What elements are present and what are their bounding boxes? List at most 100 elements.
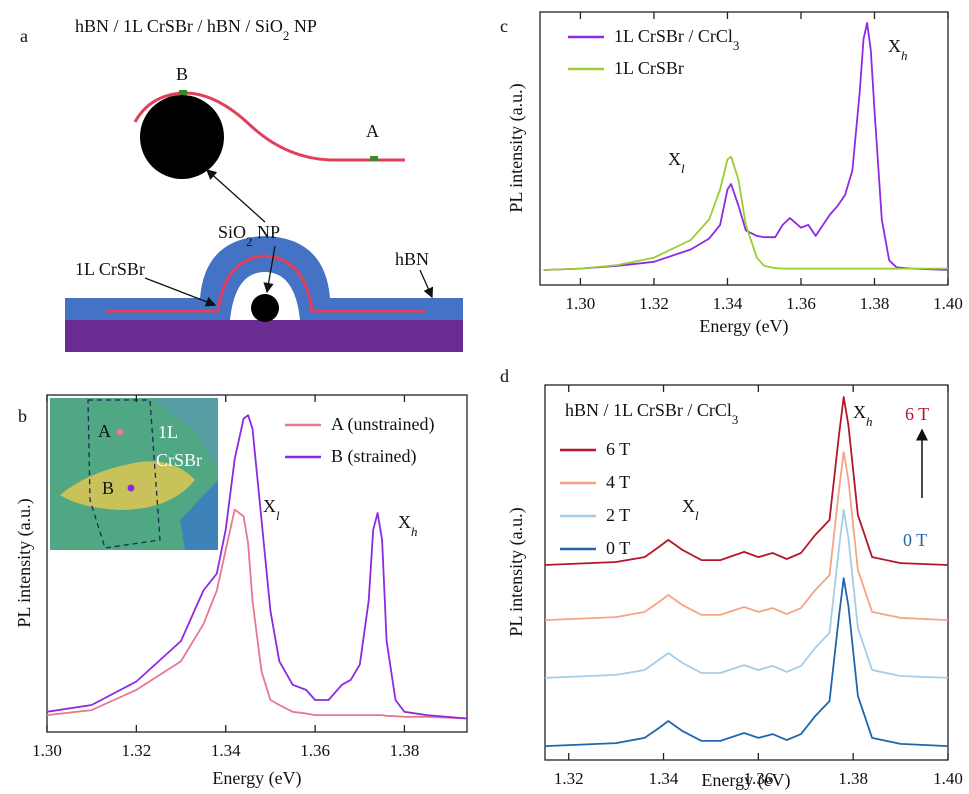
flake — [150, 398, 218, 470]
point-label: A — [366, 121, 379, 141]
plot-frame — [46, 394, 468, 733]
legend-label: A (unstrained) — [331, 414, 434, 435]
panel-label: d — [500, 366, 509, 386]
peak-label: Xh — [853, 402, 872, 429]
nanoparticle-section — [251, 294, 279, 322]
spot-a — [370, 156, 378, 161]
peak-label: Xl — [668, 149, 685, 176]
legend-label-part: 3 — [733, 38, 739, 53]
peak-label-part: l — [695, 508, 699, 523]
spectrum — [46, 508, 468, 720]
x-axis-label: Energy (eV) — [699, 316, 788, 337]
peak-label-part: h — [866, 414, 872, 429]
peak-label-part: X — [853, 402, 866, 422]
legend-label: 4 T — [606, 472, 630, 492]
schematic — [65, 90, 463, 352]
diagram-title-part: NP — [289, 16, 317, 36]
peak-label-part: X — [682, 496, 695, 516]
crsbr-layer — [105, 254, 425, 313]
chart-title: hBN / 1L CrSBr / CrCl3 — [565, 400, 738, 427]
np-label: SiO2 NP — [218, 222, 280, 249]
x-axis-label: Energy (eV) — [212, 768, 301, 789]
spectrum — [544, 508, 949, 679]
arrow — [206, 169, 266, 223]
field-bottom: 0 T — [903, 530, 927, 550]
diagram-title-part: 2 — [283, 28, 289, 43]
spectrum — [543, 21, 949, 271]
hbn-label: hBN — [395, 249, 429, 269]
peak-label-part: h — [411, 524, 417, 539]
panel-label: c — [500, 16, 508, 36]
spectrum — [544, 577, 949, 747]
x-tick-label: 1.30 — [32, 741, 62, 760]
spot-b — [127, 484, 135, 492]
y-axis-label: PL intensity (a.u.) — [506, 507, 527, 636]
x-tick-label: 1.38 — [860, 294, 890, 313]
nanoparticle — [140, 95, 224, 179]
peak-label-part: X — [263, 496, 276, 516]
outline — [87, 399, 161, 549]
legend-label-part: 1L CrSBr / CrCl — [614, 26, 733, 46]
legend-label: B (strained) — [331, 446, 416, 467]
point-label: B — [176, 64, 188, 84]
peak-label-part: h — [901, 48, 907, 63]
x-tick-label: 1.34 — [211, 741, 241, 760]
layer-label: 1L CrSBr — [75, 259, 145, 279]
x-tick-label: 1.36 — [786, 294, 816, 313]
x-tick-label: 1.30 — [566, 294, 596, 313]
peak-label-part: X — [398, 512, 411, 532]
x-axis-label: Energy (eV) — [701, 770, 790, 791]
flake — [180, 480, 218, 550]
plot-frame — [544, 384, 949, 761]
panel-label: b — [18, 406, 27, 426]
spot-b — [179, 90, 187, 95]
arrow — [419, 269, 434, 299]
legend-label: 2 T — [606, 505, 630, 525]
y-axis-label: PL intensity (a.u.) — [506, 83, 527, 212]
peak-label: Xh — [888, 36, 907, 63]
y-axis-label: PL intensity (a.u.) — [14, 498, 35, 627]
inset-label: B — [102, 478, 114, 498]
peak-label-part: l — [681, 161, 685, 176]
inset-label: A — [98, 421, 111, 441]
substrate — [65, 320, 463, 352]
peak-label: Xl — [263, 496, 280, 523]
panel-label: a — [20, 26, 28, 46]
x-tick-label: 1.32 — [639, 294, 669, 313]
arrow — [144, 277, 217, 307]
x-tick-label: 1.32 — [554, 769, 584, 788]
chart-title-part: hBN / 1L CrSBr / CrCl — [565, 400, 732, 420]
np-label-part: 2 — [246, 234, 252, 249]
diagram-title-part: hBN / 1L CrSBr / hBN / SiO — [75, 16, 283, 36]
field-top: 6 T — [905, 404, 929, 424]
inset-label: 1L — [158, 422, 178, 442]
np-label-part: SiO — [218, 222, 246, 242]
inset-label: CrSBr — [156, 450, 202, 470]
chart-title-part: 3 — [732, 412, 738, 427]
peak-label: Xl — [682, 496, 699, 523]
peak-label-part: l — [276, 508, 280, 523]
peak-label-part: X — [888, 36, 901, 56]
strained-layer — [133, 91, 405, 162]
diagram-title: hBN / 1L CrSBr / hBN / SiO2 NP — [75, 16, 317, 43]
legend-label: 0 T — [606, 538, 630, 558]
peak-label-part: X — [668, 149, 681, 169]
legend-label: 6 T — [606, 439, 630, 459]
spectrum — [544, 396, 949, 566]
x-tick-label: 1.32 — [121, 741, 151, 760]
x-tick-label: 1.36 — [300, 741, 330, 760]
x-tick-label: 1.34 — [649, 769, 679, 788]
x-tick-label: 1.36 — [743, 769, 773, 788]
inset-image — [50, 398, 218, 550]
np-label-part: NP — [253, 222, 281, 242]
legend-label: 1L CrSBr — [614, 58, 684, 78]
arrow — [263, 245, 276, 294]
spectrum — [544, 451, 949, 621]
x-tick-label: 1.40 — [933, 294, 963, 313]
x-tick-label: 1.38 — [390, 741, 420, 760]
plot-frame — [539, 11, 949, 286]
spectrum — [46, 414, 468, 720]
peak-label: Xh — [398, 512, 417, 539]
x-tick-label: 1.34 — [713, 294, 743, 313]
